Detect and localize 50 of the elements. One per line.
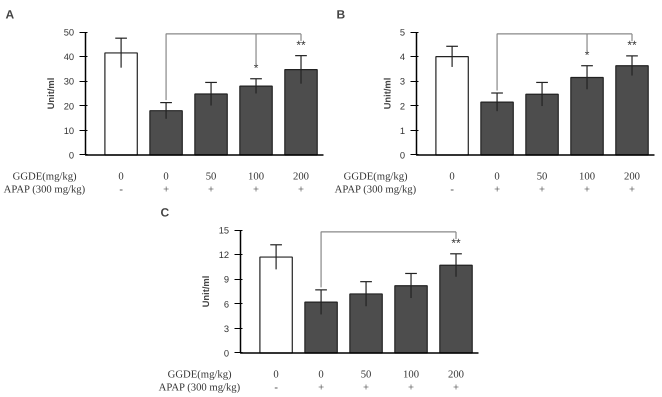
chart-title: A bbox=[6, 8, 14, 22]
x-tick-label: 50 + bbox=[360, 370, 372, 394]
text: GGDE(mg/kg) bbox=[344, 172, 408, 182]
y-tick-label: 50 bbox=[64, 28, 74, 38]
annotation: ** bbox=[296, 38, 306, 52]
x-tick-label: 200 + bbox=[448, 370, 464, 394]
y-axis-title: Unit/ml bbox=[382, 78, 392, 110]
y-tick-label: 4 bbox=[400, 52, 406, 62]
x-tick-label: 0 - bbox=[449, 172, 455, 196]
x-tick-label: 0 + bbox=[494, 172, 500, 196]
y-axis-title: Unit/ml bbox=[201, 276, 212, 308]
x-tick-label: 200 + bbox=[293, 172, 310, 196]
text: APAP (300 mg/kg) bbox=[334, 184, 417, 196]
y-tick-label: 0 bbox=[400, 150, 406, 160]
text: APAP (300 mg/kg) bbox=[158, 382, 241, 394]
y-tick-label: 3 bbox=[400, 76, 406, 87]
y-tick-label: 0 bbox=[224, 348, 230, 358]
y-tick-label: 1 bbox=[400, 126, 406, 136]
y-tick-label: 10 bbox=[64, 126, 74, 136]
y-tick-label: 9 bbox=[224, 274, 230, 285]
x-tick-label: 50 + bbox=[536, 172, 548, 196]
x-tick-label: 50 + bbox=[206, 172, 216, 196]
y-tick-label: 3 bbox=[224, 324, 230, 334]
y-tick-label: 30 bbox=[64, 76, 74, 87]
chart-title: C bbox=[160, 206, 170, 220]
text: APAP (300 mg/kg) bbox=[4, 184, 86, 196]
annotation: * bbox=[254, 61, 259, 76]
text: GGDE(mg/kg) bbox=[12, 172, 78, 182]
x-tick-label: 200 + bbox=[624, 172, 640, 196]
x-tick-label: 100 + bbox=[403, 370, 420, 394]
x-tick-label: 0 + bbox=[318, 370, 324, 394]
text: GGDE(mg/kg) bbox=[168, 370, 232, 380]
x-tick-label: 0 - bbox=[273, 370, 279, 394]
annotation: ** bbox=[451, 236, 462, 250]
y-tick-label: 2 bbox=[400, 101, 406, 112]
y-tick-label: 20 bbox=[64, 101, 74, 112]
annotation: ** bbox=[627, 38, 638, 52]
y-tick-label: 40 bbox=[64, 52, 74, 62]
chart-title: B bbox=[336, 8, 346, 22]
y-tick-label: 12 bbox=[218, 250, 230, 260]
y-tick-label: 15 bbox=[218, 226, 230, 236]
y-tick-label: 5 bbox=[400, 28, 406, 38]
x-tick-label: 100 + bbox=[248, 172, 264, 196]
x-tick-label: 0 - bbox=[118, 172, 124, 196]
y-axis-title: Unit/ml bbox=[46, 78, 56, 110]
annotation: * bbox=[584, 48, 590, 62]
x-tick-label: 100 + bbox=[579, 172, 596, 196]
y-tick-label: 0 bbox=[68, 150, 74, 160]
x-tick-label: 0 + bbox=[163, 172, 170, 196]
y-tick-label: 6 bbox=[224, 299, 230, 310]
